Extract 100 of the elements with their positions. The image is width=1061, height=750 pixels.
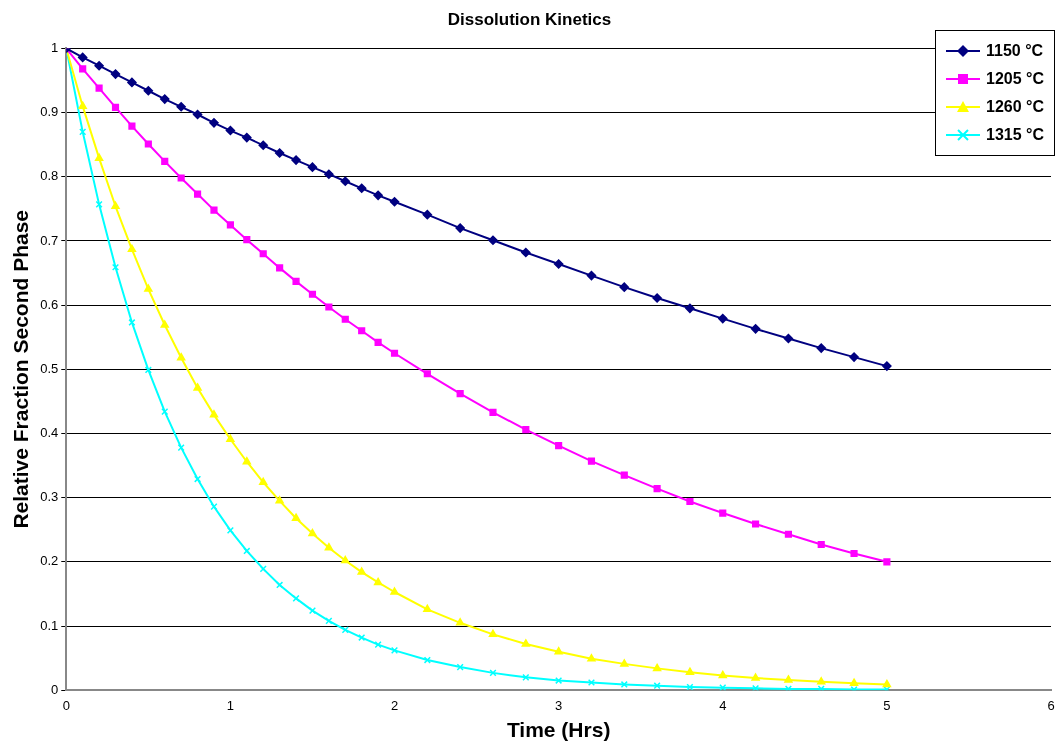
point bbox=[555, 442, 563, 450]
point bbox=[307, 162, 318, 172]
point bbox=[94, 60, 104, 71]
point bbox=[423, 604, 432, 613]
point bbox=[686, 497, 694, 506]
chart-title: Dissolution Kinetics bbox=[447, 9, 612, 29]
point bbox=[308, 528, 317, 537]
point bbox=[291, 155, 301, 165]
point bbox=[127, 77, 137, 88]
point bbox=[274, 148, 285, 158]
point bbox=[79, 65, 87, 73]
point bbox=[225, 125, 236, 136]
point bbox=[883, 558, 891, 566]
point bbox=[719, 509, 727, 517]
point bbox=[719, 684, 727, 691]
point bbox=[652, 663, 662, 672]
y-tick-label: 0.3 bbox=[40, 489, 59, 505]
point bbox=[587, 678, 596, 687]
point bbox=[127, 244, 137, 253]
point bbox=[78, 101, 87, 109]
point bbox=[653, 485, 661, 493]
point bbox=[226, 221, 234, 229]
point bbox=[111, 201, 120, 210]
point bbox=[522, 426, 530, 434]
y-tick-label: 0.8 bbox=[40, 168, 59, 184]
point bbox=[341, 315, 349, 323]
point bbox=[324, 169, 334, 179]
point bbox=[308, 290, 317, 298]
point bbox=[192, 109, 203, 120]
point bbox=[144, 140, 152, 148]
x-tick-label: 1 bbox=[226, 697, 235, 713]
point bbox=[587, 654, 596, 662]
point bbox=[586, 270, 597, 281]
point bbox=[193, 190, 202, 198]
y-tick-label: 0.4 bbox=[40, 425, 59, 441]
point bbox=[226, 526, 234, 534]
point bbox=[783, 333, 794, 344]
point bbox=[554, 646, 563, 655]
point bbox=[587, 457, 596, 465]
point bbox=[161, 157, 169, 165]
x-tick-label: 6 bbox=[1047, 697, 1055, 713]
point bbox=[455, 618, 465, 626]
point bbox=[356, 183, 367, 194]
point bbox=[816, 343, 826, 353]
x-tick-label: 5 bbox=[883, 697, 891, 713]
point bbox=[258, 140, 268, 151]
point bbox=[455, 223, 465, 233]
point bbox=[488, 629, 498, 638]
point bbox=[488, 235, 498, 246]
point bbox=[390, 587, 399, 595]
point bbox=[209, 410, 219, 418]
point bbox=[389, 197, 400, 207]
point bbox=[817, 677, 826, 685]
y-tick-label: 0.5 bbox=[40, 360, 59, 376]
point bbox=[259, 477, 268, 486]
y-axis-title: Relative Fraction Second Phase bbox=[9, 210, 33, 529]
point bbox=[291, 513, 301, 521]
point bbox=[686, 683, 694, 691]
point bbox=[128, 318, 136, 327]
y-tick-label: 0 bbox=[51, 681, 59, 697]
point bbox=[209, 118, 219, 128]
point bbox=[341, 555, 350, 564]
point bbox=[193, 475, 202, 483]
point bbox=[850, 549, 858, 558]
point bbox=[718, 313, 728, 324]
point bbox=[210, 206, 218, 214]
point bbox=[358, 327, 366, 335]
point bbox=[160, 320, 169, 328]
point bbox=[882, 679, 892, 688]
point bbox=[275, 496, 284, 504]
legend-label: 1150 °C bbox=[986, 42, 1044, 60]
point bbox=[390, 349, 399, 357]
point bbox=[226, 434, 235, 443]
point bbox=[817, 540, 825, 549]
point bbox=[292, 594, 300, 602]
point bbox=[718, 670, 727, 679]
point bbox=[111, 103, 120, 112]
y-tick-label: 1 bbox=[51, 39, 59, 55]
point bbox=[243, 236, 251, 244]
y-tick-label: 0.7 bbox=[40, 232, 59, 248]
legend-label: 1260 °C bbox=[986, 98, 1044, 116]
point bbox=[128, 122, 136, 130]
point bbox=[325, 617, 333, 625]
point bbox=[423, 370, 431, 378]
point bbox=[176, 353, 186, 361]
point bbox=[652, 293, 662, 303]
point bbox=[422, 209, 433, 220]
y-tick-label: 0.6 bbox=[40, 296, 59, 312]
point bbox=[685, 667, 695, 675]
point bbox=[849, 678, 859, 686]
legend-label: 1315 °C bbox=[986, 126, 1044, 144]
x-tick-label: 0 bbox=[62, 697, 70, 713]
point bbox=[242, 456, 252, 465]
point bbox=[373, 190, 383, 201]
y-tick-label: 0.2 bbox=[40, 553, 59, 569]
point bbox=[325, 303, 333, 311]
point bbox=[456, 390, 464, 398]
point bbox=[242, 132, 252, 143]
point bbox=[259, 250, 267, 258]
point bbox=[276, 264, 284, 272]
